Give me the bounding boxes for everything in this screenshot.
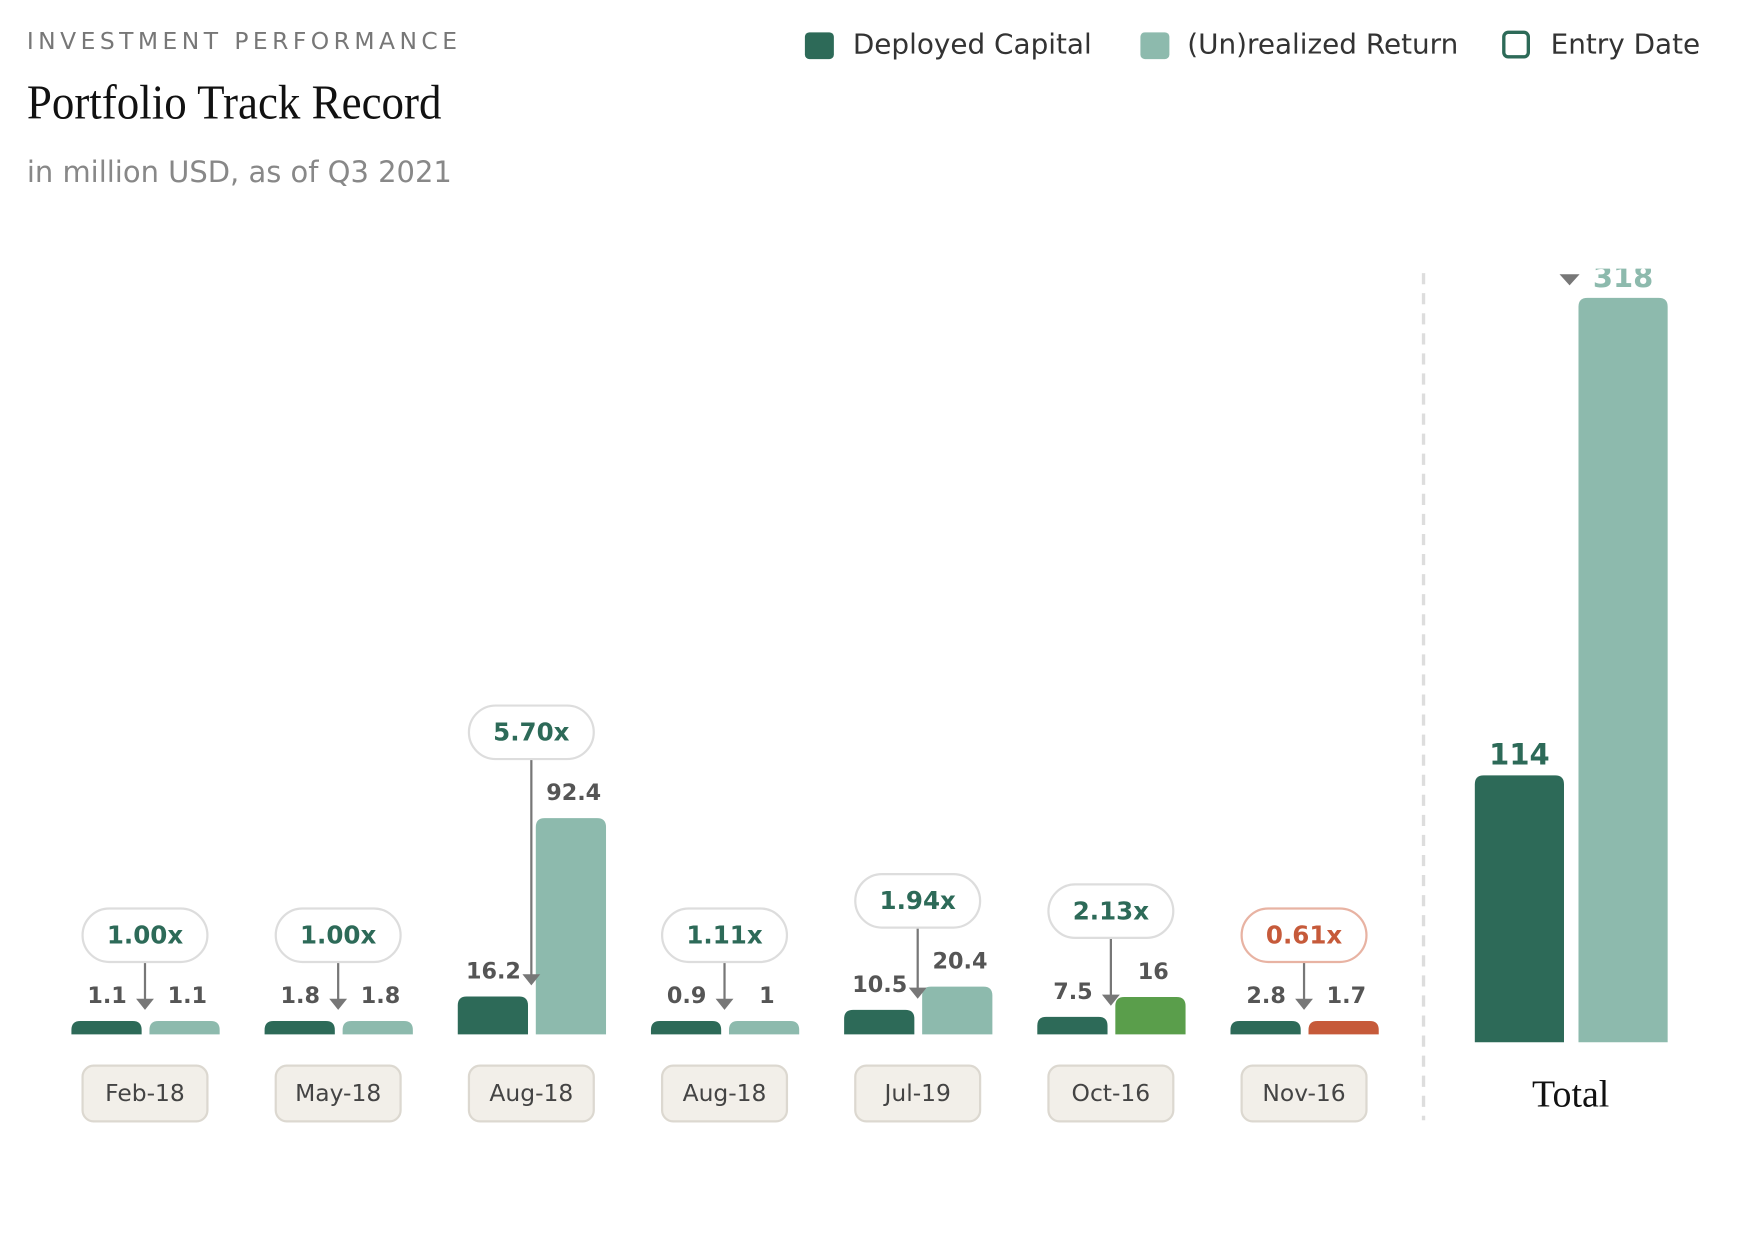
multiple-label: 2.13x [1073, 896, 1149, 925]
total-group: 114 318 [1474, 260, 1668, 1043]
bar [342, 1021, 413, 1035]
multiple-pill [81, 907, 209, 964]
bar [728, 1021, 800, 1035]
multiple-pill [854, 872, 982, 929]
multiple-pill [1047, 883, 1175, 940]
value-label: 1.1 [168, 983, 207, 1009]
multiple-label: 0.61x [1266, 920, 1342, 949]
bar [457, 996, 528, 1035]
value-label: 0.9 [667, 983, 706, 1009]
x-tick-label: Jul-19 [882, 1079, 950, 1107]
arrow-head [1101, 994, 1120, 1006]
x-tick-label: Aug-18 [489, 1079, 573, 1107]
multiple-label: 1.00x [300, 920, 376, 949]
chart-title: Portfolio Track Record [27, 74, 442, 129]
bar [1474, 775, 1564, 1043]
bar [844, 1009, 915, 1035]
category-pill [274, 1064, 402, 1123]
value-label: 1.8 [361, 983, 400, 1009]
x-tick-label: Nov-16 [1262, 1079, 1345, 1107]
overline: INVESTMENT PERFORMANCE [27, 27, 462, 55]
multiple-pill [660, 907, 789, 964]
arrow-head [1559, 274, 1580, 286]
bar [264, 1021, 335, 1035]
value-label: 7.5 [1053, 979, 1092, 1005]
value-label: 2.8 [1246, 983, 1285, 1009]
multiple-pill [1240, 907, 1368, 964]
legend-swatch [1502, 30, 1530, 59]
arrow-head [136, 998, 154, 1010]
multiple-label: 1.00x [107, 920, 183, 949]
arrow-head [522, 974, 541, 986]
x-tick-label: Feb-18 [105, 1079, 185, 1107]
category-pill [81, 1064, 209, 1123]
bar [922, 986, 993, 1035]
multiple-label: 1.11x [686, 920, 762, 949]
x-tick-label: Total [1532, 1074, 1609, 1116]
legend-label: Deployed Capital [853, 28, 1092, 61]
category-pill [660, 1064, 789, 1123]
x-tick-label: Oct-16 [1072, 1079, 1151, 1107]
category-pill [1047, 1064, 1175, 1123]
category-pill [467, 1064, 595, 1123]
bar [1230, 1021, 1301, 1035]
value-label: 1 [759, 983, 775, 1009]
multiple-label: 1.94x [880, 886, 956, 915]
value-label: 318 [1593, 260, 1653, 294]
category-pill [1240, 1064, 1368, 1123]
bar [1308, 1021, 1379, 1035]
value-label: 1.1 [87, 983, 126, 1009]
x-tick-label: Aug-18 [683, 1079, 767, 1107]
bar [535, 818, 607, 1035]
value-label: 92.4 [546, 780, 601, 806]
bar [71, 1021, 142, 1035]
value-label: 16.2 [466, 958, 521, 984]
value-label: 16 [1138, 959, 1169, 985]
legend-swatch [804, 32, 834, 60]
value-label: 114 [1489, 737, 1549, 771]
bar [650, 1021, 722, 1035]
multiple-pill [274, 907, 402, 964]
value-label: 1.7 [1327, 983, 1366, 1009]
category-pill [854, 1064, 982, 1123]
value-label: 1.8 [281, 983, 320, 1009]
arrow-head [908, 987, 927, 999]
arrow-head [1295, 998, 1313, 1010]
multiple-label: 5.70x [493, 717, 569, 746]
legend-label: Entry Date [1551, 28, 1701, 61]
arrow-head [329, 998, 348, 1010]
x-tick-label: May-18 [295, 1079, 381, 1107]
multiple-pill [467, 704, 595, 761]
legend-swatch [1140, 32, 1170, 60]
legend-label: (Un)realized Return [1187, 28, 1458, 61]
bar [1578, 297, 1668, 1043]
bar [149, 1021, 220, 1035]
arrow-head [715, 998, 734, 1010]
value-label: 10.5 [852, 972, 907, 998]
bar [1115, 996, 1186, 1035]
bar [1037, 1016, 1108, 1035]
subtitle: in million USD, as of Q3 2021 [27, 155, 452, 189]
value-label: 20.4 [933, 949, 988, 975]
